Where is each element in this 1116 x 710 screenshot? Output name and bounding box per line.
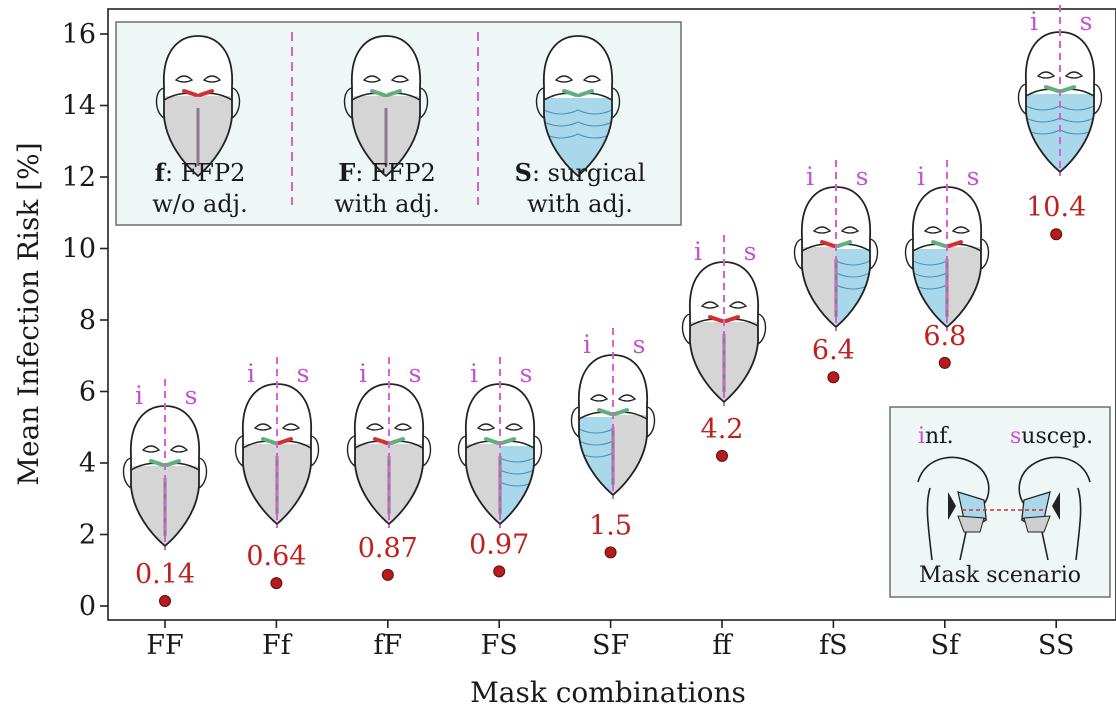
- svg-text:S: surgical: S: surgical: [515, 158, 646, 187]
- susceptible-label: s: [185, 381, 198, 410]
- y-tick-label: 14: [62, 91, 96, 122]
- y-axis-title: Mean Infection Risk [%]: [12, 142, 45, 485]
- inset-inf-rest: nf.: [925, 424, 954, 449]
- face-fF: [346, 357, 432, 528]
- x-tick-label: ff: [712, 630, 733, 661]
- data-point-ff: [716, 449, 728, 462]
- legend-code: S: [515, 158, 532, 187]
- y-tick-label: 6: [79, 377, 96, 408]
- legend-panel: f: FFP2 w/o adj. F: FFP2 with adj. S: su…: [115, 21, 682, 226]
- infectious-label: i: [583, 330, 591, 359]
- legend-desc: : surgical: [532, 159, 645, 187]
- data-point-FS: [493, 565, 506, 578]
- value-label-ff: 4.2: [701, 414, 744, 445]
- infectious-label: i: [694, 237, 702, 266]
- svg-text:inf.: inf.: [918, 424, 954, 449]
- inset-ear-left: [948, 492, 956, 520]
- inset-box: [889, 406, 1111, 598]
- x-tick-label: SF: [592, 630, 629, 661]
- inset-profiles-illustration: [917, 456, 1091, 561]
- legend-item-S: S: surgical with adj.: [515, 158, 646, 218]
- infectious-label: i: [470, 359, 478, 388]
- susceptible-label: s: [1080, 7, 1093, 36]
- legend-desc-2: w/o adj.: [152, 190, 247, 218]
- svg-text:suscep.: suscep.: [1010, 424, 1093, 449]
- plot-frame: [107, 8, 1116, 621]
- y-tick-label: 8: [79, 305, 96, 336]
- data-point-Ff: [270, 577, 283, 590]
- value-label-Ff: 0.64: [246, 541, 306, 572]
- susceptible-label: s: [297, 359, 310, 388]
- susceptible-label: s: [744, 237, 757, 266]
- legend-face-S: [535, 35, 621, 178]
- susceptible-label: s: [856, 162, 869, 191]
- data-point-Sf: [938, 356, 951, 369]
- data-point-SF: [604, 546, 617, 559]
- mask-scenario-inset: inf. suscep. Mask scenario: [889, 406, 1111, 598]
- data-point-fF: [381, 568, 394, 581]
- susceptible-label: s: [633, 330, 646, 359]
- legend-face-f: [155, 35, 241, 178]
- y-tick-label: 12: [62, 162, 96, 193]
- x-tick-label: FF: [146, 630, 183, 661]
- infectious-label: i: [359, 359, 367, 388]
- value-label-fF: 0.87: [358, 533, 418, 564]
- value-label-SF: 1.5: [589, 510, 632, 541]
- infectious-label: i: [1030, 7, 1038, 36]
- x-tick-label: fS: [819, 630, 848, 661]
- susceptible-label: s: [967, 162, 980, 191]
- y-tick-label: 10: [62, 234, 96, 265]
- data-point-fS: [827, 371, 840, 384]
- value-label-SS: 10.4: [1026, 192, 1086, 223]
- value-label-fS: 6.4: [812, 335, 855, 366]
- inset-ear-right: [1052, 492, 1060, 520]
- legend-code: F: [338, 158, 355, 187]
- infectious-label: i: [917, 162, 925, 191]
- legend-desc: : FFP2: [165, 159, 245, 187]
- legend-desc-2: with adj.: [334, 190, 440, 218]
- x-tick-label: SS: [1038, 630, 1075, 661]
- x-tick-label: Sf: [931, 630, 961, 661]
- data-point-SS: [1050, 228, 1063, 241]
- svg-text:F: FFP2: F: FFP2: [338, 158, 435, 187]
- x-tick-label: Ff: [262, 630, 293, 661]
- infectious-label: i: [806, 162, 814, 191]
- x-axis-title: Mask combinations: [470, 676, 746, 709]
- data-point-FF: [159, 594, 171, 607]
- inset-chin-right: [1023, 515, 1051, 533]
- y-tick-label: 4: [79, 448, 96, 479]
- y-tick-label: 0: [79, 591, 96, 622]
- x-tick-label: fF: [373, 630, 402, 661]
- x-tick-label: FS: [481, 630, 518, 661]
- x-axis: FF Ff fF FS SF ff fS Sf SS: [146, 620, 1074, 661]
- inset-inf-initial: i: [918, 424, 925, 449]
- inset-sus-rest: uscep.: [1021, 424, 1093, 449]
- value-label-FF: 0.14: [135, 559, 195, 590]
- inset-sus-initial: s: [1010, 424, 1021, 449]
- infectious-label: i: [135, 381, 143, 410]
- susceptible-label: s: [520, 359, 533, 388]
- infectious-label: i: [247, 359, 255, 388]
- y-tick-label: 16: [62, 19, 96, 50]
- legend-item-f: f: FFP2 w/o adj.: [152, 158, 247, 218]
- y-tick-label: 2: [79, 520, 96, 551]
- inset-caption: Mask scenario: [919, 563, 1081, 588]
- inset-chin-left: [957, 515, 985, 533]
- susceptible-label: s: [409, 359, 422, 388]
- data-points: 0.14 0.64 0.87 0.97 1.5 4.2 6.4 6.8 10.4: [135, 192, 1086, 607]
- legend-item-F: F: FFP2 with adj.: [334, 158, 440, 218]
- y-axis: 0 2 4 6 8 10 12 14 16: [62, 19, 108, 622]
- value-label-FS: 0.97: [469, 529, 529, 560]
- svg-text:f: FFP2: f: FFP2: [155, 158, 246, 187]
- legend-desc: : FFP2: [355, 159, 435, 187]
- legend-code: f: [155, 158, 167, 187]
- value-label-Sf: 6.8: [923, 321, 966, 352]
- face-ff: [681, 235, 767, 406]
- legend-desc-2: with adj.: [527, 190, 633, 218]
